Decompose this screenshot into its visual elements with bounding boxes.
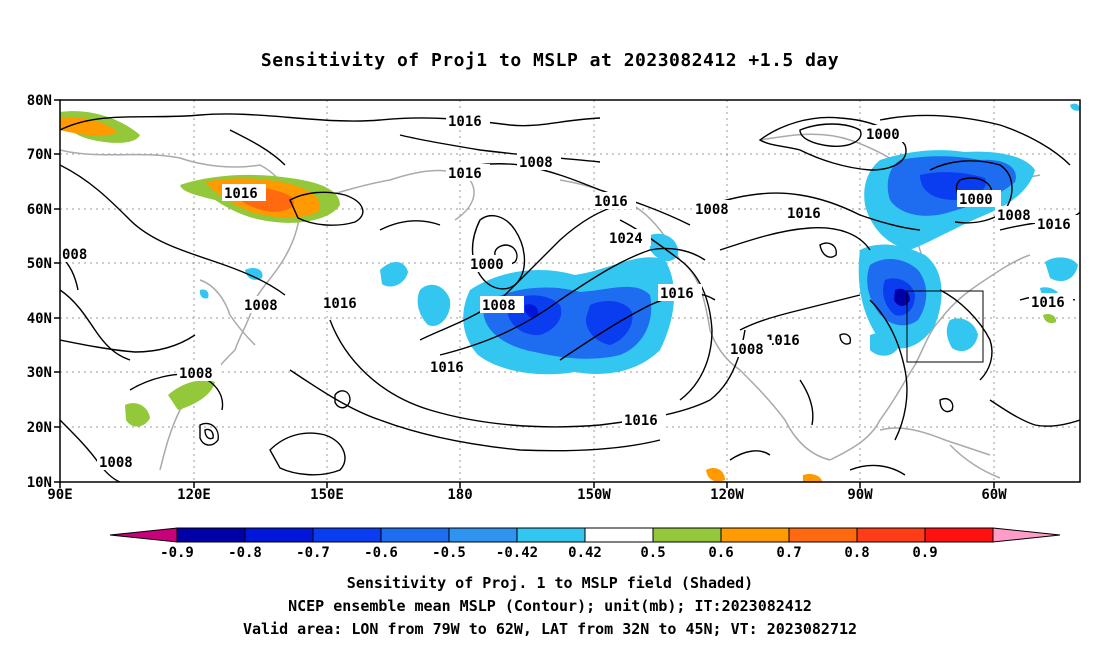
contour-label: 1016 — [766, 333, 800, 349]
colorbar-label: 0.9 — [912, 545, 937, 561]
longitude-axis: 90E 120E 150E 180 150W 120W 90W 60W — [47, 487, 1007, 503]
contour-label: 1000 — [866, 127, 900, 143]
colorbar-swatch — [788, 527, 858, 543]
strongest-negative-shading — [524, 288, 910, 318]
contour-label: 1016 — [1031, 295, 1065, 311]
caption-line-2: NCEP ensemble mean MSLP (Contour); unit(… — [288, 597, 812, 615]
contour-label: 1016 — [430, 360, 464, 376]
colorbar-min-arrow — [109, 527, 178, 543]
colorbar-swatch — [176, 527, 246, 543]
contour-label: 1016 — [624, 413, 658, 429]
mslp-contours — [60, 113, 1080, 482]
colorbar-label: 0.7 — [776, 545, 801, 561]
caption-line-1: Sensitivity of Proj. 1 to MSLP field (Sh… — [346, 574, 754, 592]
colorbar-swatch — [924, 527, 994, 543]
colorbar-swatch — [312, 527, 382, 543]
colorbar-label: -0.7 — [296, 545, 330, 561]
colorbar-max-arrow — [992, 527, 1061, 543]
map-title: Sensitivity of Proj1 to MSLP at 20230824… — [260, 50, 840, 71]
contour-label: 1016 — [1037, 217, 1071, 233]
colorbar — [109, 527, 1061, 543]
colorbar-label: 0.6 — [708, 545, 733, 561]
contour-label: 1016 — [660, 286, 694, 302]
colorbar-swatch — [584, 527, 654, 543]
contour-label: 1008 — [244, 298, 278, 314]
contour-label: 008 — [62, 247, 87, 263]
colorbar-label: 0.8 — [844, 545, 869, 561]
lat-tick-label: 40N — [27, 311, 52, 327]
contour-label: 1000 — [470, 257, 504, 273]
colorbar-swatch — [856, 527, 926, 543]
lon-tick-label: 60W — [981, 487, 1007, 503]
map-frame — [59, 99, 1081, 483]
lon-tick-label: 120E — [177, 487, 211, 503]
colorbar-swatch — [244, 527, 314, 543]
colorbar-labels: -0.9 -0.8 -0.7 -0.6 -0.5 -0.42 0.42 0.5 … — [160, 545, 938, 561]
lat-tick-label: 80N — [27, 93, 52, 109]
lat-tick-label: 60N — [27, 202, 52, 218]
lon-tick-label: 90E — [47, 487, 72, 503]
contour-label: 1008 — [730, 342, 764, 358]
valid-area-box — [906, 290, 984, 363]
contour-label: 1016 — [594, 194, 628, 210]
colorbar-label: -0.6 — [364, 545, 398, 561]
colorbar-label: 0.5 — [640, 545, 665, 561]
lon-tick-label: 120W — [710, 487, 744, 503]
lat-tick-label: 70N — [27, 147, 52, 163]
caption-line-3: Valid area: LON from 79W to 62W, LAT fro… — [242, 620, 858, 638]
colorbar-swatch — [720, 527, 790, 543]
colorbar-label: -0.8 — [228, 545, 262, 561]
contour-label: 1008 — [482, 298, 516, 314]
lat-tick-label: 10N — [27, 475, 52, 491]
colorbar-swatch — [380, 527, 450, 543]
lat-tick-label: 50N — [27, 256, 52, 272]
contour-label: 1008 — [997, 208, 1031, 224]
colorbar-swatch — [516, 527, 586, 543]
contour-label: 1016 — [448, 166, 482, 182]
lat-tick-label: 30N — [27, 365, 52, 381]
latitude-axis: 80N 70N 60N 50N 40N 30N 20N 10N — [27, 93, 52, 491]
colorbar-label: -0.9 — [160, 545, 194, 561]
lon-tick-label: 150E — [310, 487, 344, 503]
lon-tick-label: 90W — [847, 487, 873, 503]
contour-label: 1008 — [179, 366, 213, 382]
contour-label: 1024 — [609, 231, 643, 247]
lat-tick-label: 20N — [27, 420, 52, 436]
contour-label: 1016 — [787, 206, 821, 222]
lon-tick-label: 180 — [447, 487, 472, 503]
colorbar-swatch — [652, 527, 722, 543]
contour-label: 1016 — [323, 296, 357, 312]
contour-labels: 1016 1016 1008 1016 1016 1024 1008 1016 … — [60, 112, 1079, 471]
contour-label: 1008 — [99, 455, 133, 471]
contour-label: 1008 — [519, 155, 553, 171]
colorbar-label: 0.42 — [568, 545, 602, 561]
colorbar-label: -0.5 — [432, 545, 466, 561]
contour-label: 1016 — [448, 114, 482, 130]
colorbar-swatch — [448, 527, 518, 543]
contour-label: 1016 — [224, 186, 258, 202]
contour-label: 1000 — [959, 192, 993, 208]
contour-label: 1008 — [695, 202, 729, 218]
lon-tick-label: 150W — [577, 487, 611, 503]
colorbar-label: -0.42 — [496, 545, 538, 561]
